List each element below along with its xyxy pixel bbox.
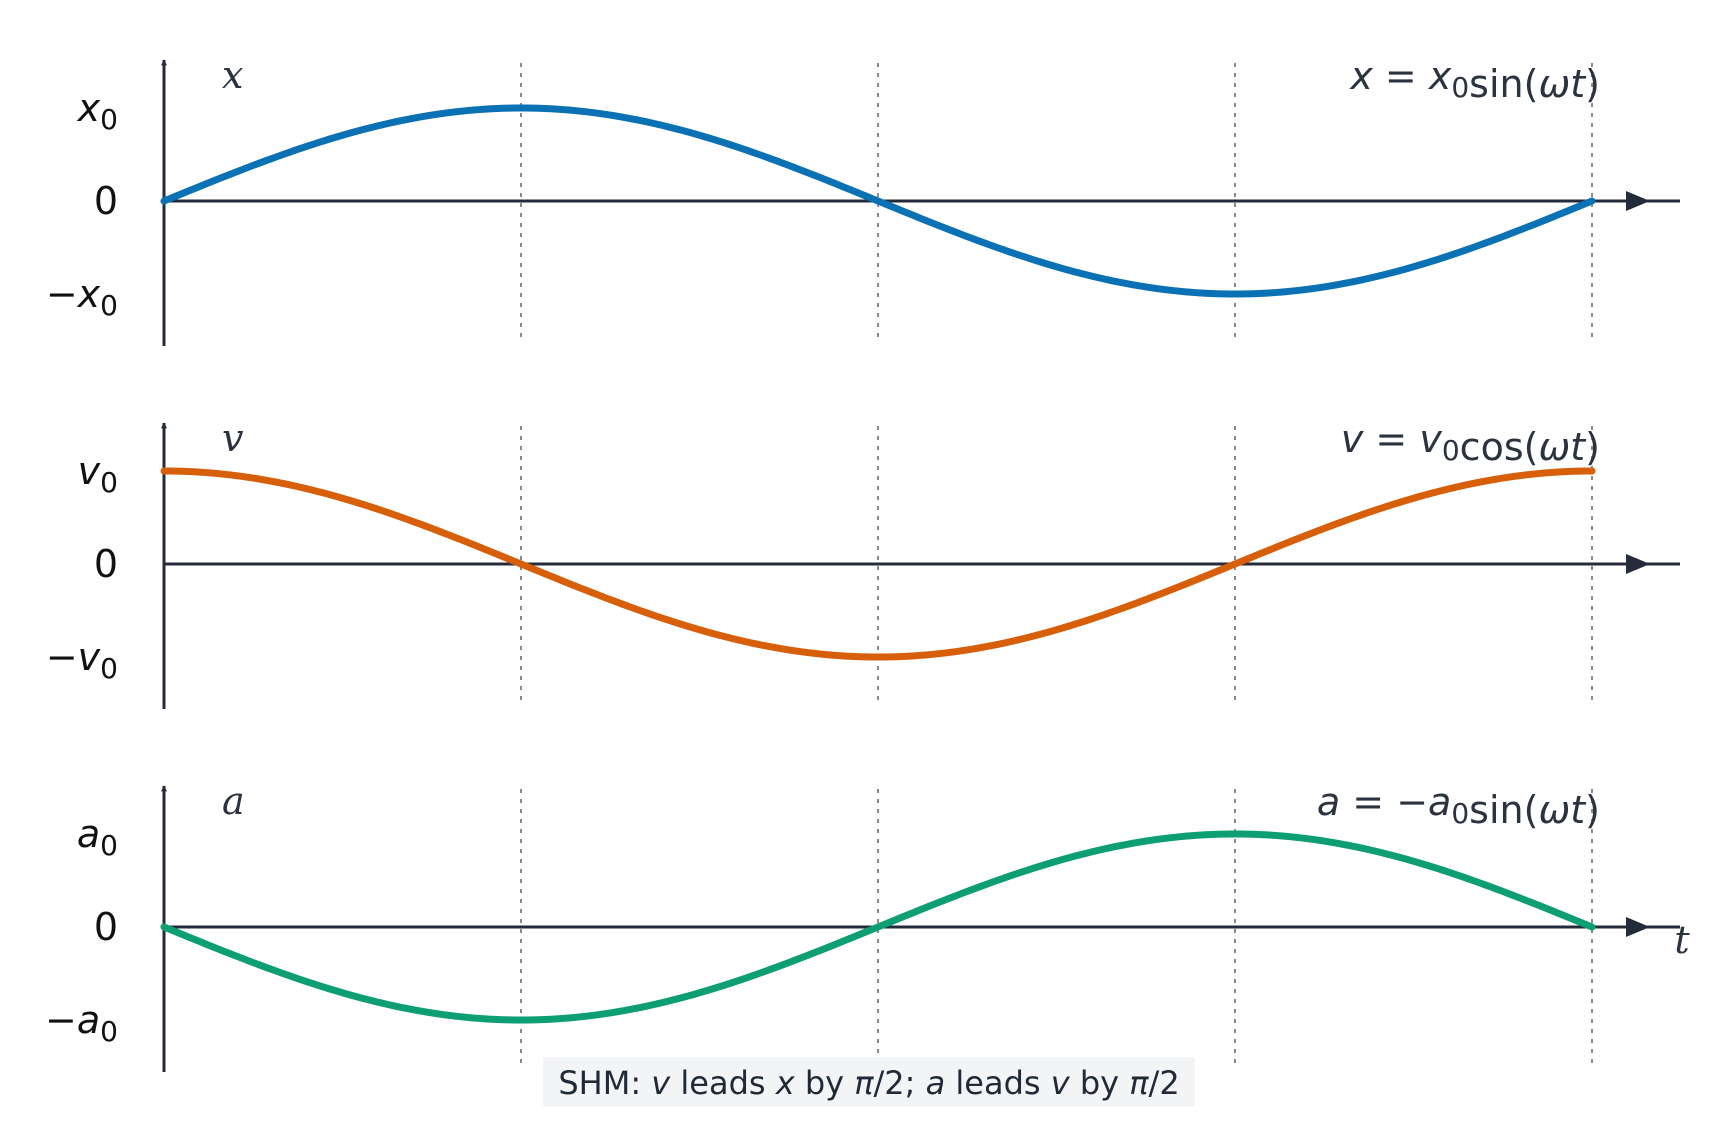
tick-label: 0 — [94, 179, 118, 223]
panel-v: v v = v0cos(ωt) v0 0 −v0 — [46, 416, 1680, 709]
y-axis-label-x: x — [222, 53, 243, 97]
series-line-x — [160, 104, 1596, 298]
equation-label-a: a = −a0sin(ωt) — [1317, 780, 1600, 832]
tick-label: x0 — [77, 86, 118, 136]
x-axis-arrow-icon — [1626, 917, 1650, 937]
series-line-v — [160, 467, 1596, 661]
tick-label: −v0 — [46, 635, 118, 685]
tick-label: −x0 — [46, 272, 118, 322]
caption-background — [543, 1057, 1195, 1107]
equation-label-x: x = x0sin(ωt) — [1349, 54, 1600, 106]
equation-label-v: v = v0cos(ωt) — [1341, 417, 1600, 469]
tick-label: 0 — [94, 542, 118, 586]
x-axis-arrow-icon — [1626, 554, 1650, 574]
panel-x: x x = x0sin(ωt) x0 0 −x0 — [46, 53, 1680, 346]
tick-label: a0 — [77, 812, 118, 862]
y-axis-label-v: v — [222, 416, 244, 460]
caption-text: SHM: v leads x by π/2; a leads v by π/2 — [558, 1064, 1179, 1102]
tick-label: −a0 — [45, 998, 118, 1048]
panel-a: a a = −a0sin(ωt) a0 0 −a0 — [45, 779, 1680, 1072]
caption: SHM: v leads x by π/2; a leads v by π/2 — [543, 1057, 1195, 1107]
y-axis-label-a: a — [222, 779, 245, 823]
tick-label: 0 — [94, 905, 118, 949]
x-axis-label: t — [1674, 918, 1690, 962]
series-line-a — [160, 830, 1596, 1024]
x-axis-arrow-icon — [1626, 191, 1650, 211]
tick-label: v0 — [78, 449, 118, 499]
